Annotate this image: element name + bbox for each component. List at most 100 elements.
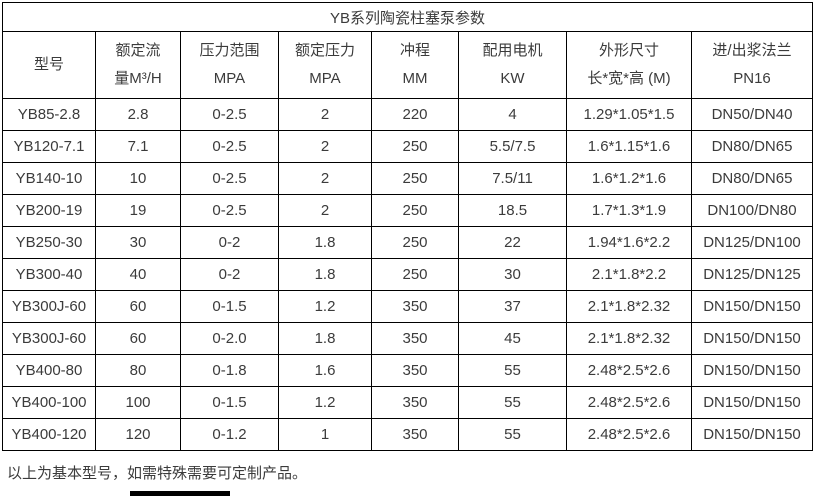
table-row: YB200-19 19 0-2.5 2 250 18.5 1.7*1.3*1.9 DN100/… [2,194,814,227]
table-cell: YB400-100 [2,386,96,419]
table-cell: 22 [458,226,567,259]
footer-note: 以上为基本型号，如需特殊需要可定制产品。 [7,465,308,482]
table-cell: 2.8 [95,98,181,131]
pump-spec-table: YB系列陶瓷柱塞泵参数 型号 额定流 量M³/H 压力范围 MPA 额定压力 MPA 冲程 MM… [1,2,814,451]
table-cell: YB140-10 [2,162,96,195]
table-title: YB系列陶瓷柱塞泵参数 [1,2,814,32]
column-header-line: 外形尺寸 [598,42,659,59]
table-cell: 2.1*1.8*2.32 [566,322,692,355]
table-cell: DN150/DN150 [690,386,814,419]
table-cell: 4 [458,98,567,131]
table-cell: 2 [278,98,372,131]
column-header: 冲程 MM [371,31,459,99]
table-cell: 30 [458,258,567,291]
table-cell: DN50/DN40 [690,98,814,131]
table-cell: 18.5 [458,194,567,227]
table-cell: DN125/DN125 [690,258,814,291]
column-header-line: 冲程 [399,42,430,59]
table-cell: 250 [371,162,459,195]
table-cell: 45 [458,322,567,355]
table-cell: 1.29*1.05*1.5 [566,98,692,131]
table-cell: 350 [371,354,459,387]
table-cell: 350 [371,290,459,323]
column-header-line: 型号 [33,56,64,73]
table-cell: 0-2.5 [180,194,279,227]
table-cell: YB300-40 [2,258,96,291]
table-cell: 0-1.5 [180,290,279,323]
table-cell: YB250-30 [2,226,96,259]
table-cell: DN80/DN65 [690,130,814,163]
column-header-line: KW [500,70,525,87]
table-cell: 1.6*1.2*1.6 [566,162,692,195]
table-cell: 250 [371,226,459,259]
table-row: YB300J-60 60 0-2.0 1.8 350 45 2.1*1.8*2.32 DN15… [2,322,814,355]
table-cell: 0-2.0 [180,322,279,355]
table-cell: 1.6*1.15*1.6 [566,130,692,163]
table-cell: 0-2.5 [180,130,279,163]
column-header-line: 额定流 [115,42,161,59]
table-cell: 1.8 [278,322,372,355]
column-header-line: 长*宽*高 (M) [587,70,671,87]
table-row: YB250-30 30 0-2 1.8 250 22 1.94*1.6*2.2 DN125/D… [2,226,814,259]
table-cell: 350 [371,386,459,419]
table-cell: DN150/DN150 [690,322,814,355]
table-cell: 1 [278,418,372,451]
table-cell: 5.5/7.5 [458,130,567,163]
table-cell: 2.48*2.5*2.6 [566,418,692,451]
column-header: 配用电机 KW [458,31,567,99]
column-header: 外形尺寸长*宽*高 (M) [566,31,692,99]
column-header-line: PN16 [733,70,771,87]
table-cell: DN150/DN150 [690,418,814,451]
table-cell: 40 [95,258,181,291]
table-cell: 80 [95,354,181,387]
table-cell: 30 [95,226,181,259]
table-cell: 0-1.8 [180,354,279,387]
table-cell: 250 [371,130,459,163]
table-cell: DN150/DN150 [690,354,814,387]
table-cell: DN125/DN100 [690,226,814,259]
table-cell: 7.5/11 [458,162,567,195]
table-body: YB85-2.8 2.8 0-2.5 2 220 4 1.29*1.05*1.5 DN50/D… [2,98,814,451]
table-cell: YB400-120 [2,418,96,451]
table-cell: 7.1 [95,130,181,163]
column-header-line: MPA [213,70,246,87]
table-cell: 220 [371,98,459,131]
table-cell: YB400-80 [2,354,96,387]
table-cell: 2 [278,194,372,227]
column-header: 额定流量M³/H [95,31,181,99]
table-cell: 2 [278,130,372,163]
table-cell: 350 [371,322,459,355]
column-header: 进/出浆法兰 PN16 [690,31,814,99]
table-row: YB400-80 80 0-1.8 1.6 350 55 2.48*2.5*2.6 DN150… [2,354,814,387]
table-row: YB400-100 100 0-1.5 1.2 350 55 2.48*2.5*2.6 DN1… [2,386,814,419]
table-cell: 0-2 [180,226,279,259]
table-row: YB85-2.8 2.8 0-2.5 2 220 4 1.29*1.05*1.5 DN50/D… [2,98,814,131]
table-cell: 120 [95,418,181,451]
table-cell: 2 [278,162,372,195]
table-cell: 2.48*2.5*2.6 [566,354,692,387]
table-cell: 60 [95,290,181,323]
table-cell: 1.2 [278,290,372,323]
table-cell: DN150/DN150 [690,290,814,323]
table-cell: 37 [458,290,567,323]
table-row: YB120-7.1 7.1 0-2.5 2 250 5.5/7.5 1.6*1.15*1.6… [2,130,814,163]
column-header-line: 压力范围 [199,42,260,59]
column-header-line: MPA [309,70,341,87]
table-cell: 0-1.5 [180,386,279,419]
column-header-line: 量M³/H [114,70,162,87]
table-cell: YB300J-60 [2,322,96,355]
table-cell: 55 [458,418,567,451]
table-cell: 2.1*1.8*2.2 [566,258,692,291]
table-cell: 1.2 [278,386,372,419]
table-header-row: 型号 额定流 量M³/H 压力范围 MPA 额定压力 MPA 冲程 MM 配用电机 KW 外形尺寸 长*… [2,31,814,99]
table-cell: 250 [371,258,459,291]
column-header-line: MM [402,70,428,87]
table-cell: 0-2.5 [180,98,279,131]
column-header: 额定压力 MPA [278,31,372,99]
table-cell: 1.8 [278,226,372,259]
table-cell: 10 [95,162,181,195]
table-cell: 2.1*1.8*2.32 [566,290,692,323]
table-cell: 350 [371,418,459,451]
table-cell: 1.6 [278,354,372,387]
